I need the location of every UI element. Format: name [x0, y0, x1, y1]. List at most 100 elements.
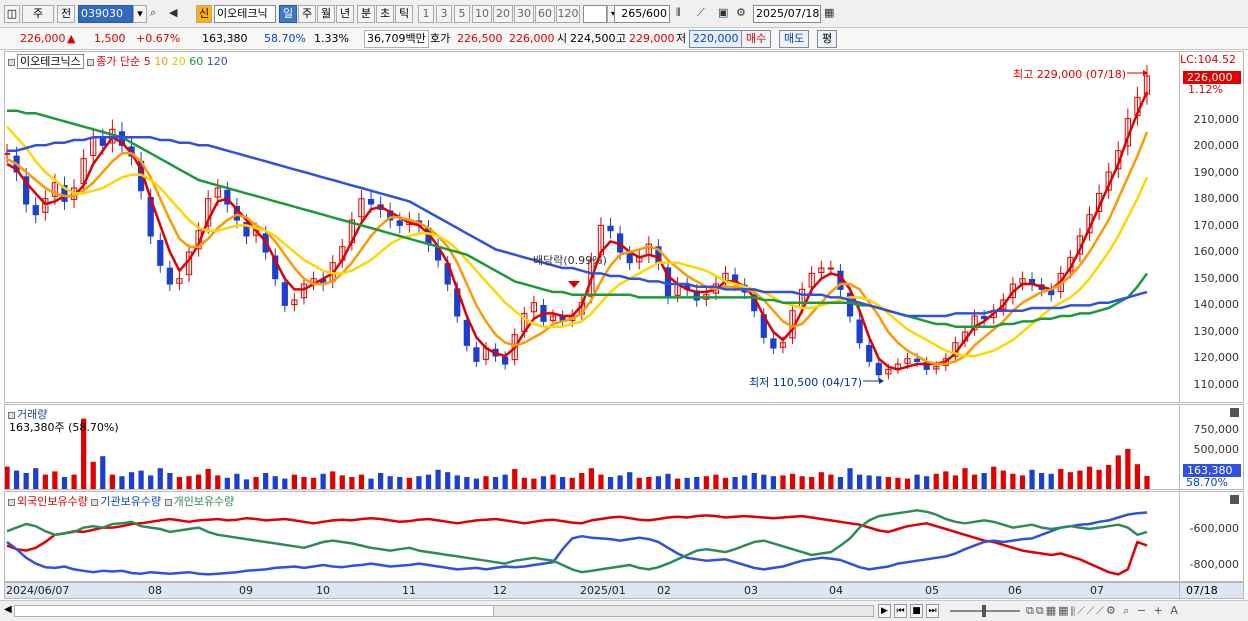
x-label: 10: [316, 584, 330, 597]
volume-bar: [627, 472, 633, 489]
volume-bar: [521, 477, 527, 489]
volume-current-pct: 58.70%: [1186, 476, 1228, 489]
tool-icons[interactable]: ⧉⧉▦▦⫴⟋⟋⟋⚙ ⌕ − + A: [1026, 604, 1180, 617]
candle-body: [51, 182, 59, 197]
count-field[interactable]: 265/600: [614, 5, 670, 23]
candle-body: [224, 189, 231, 205]
stop-icon[interactable]: ■: [910, 604, 923, 618]
horizontal-scrollbar[interactable]: [14, 605, 874, 617]
volume-bar: [914, 474, 920, 489]
interval-5[interactable]: 5: [454, 5, 470, 23]
price-chart-panel[interactable]: 이오테크닉스 종가 단순 5 10 20 60 120 최고 229,000 (…: [4, 51, 1180, 403]
market-select[interactable]: 주: [22, 5, 54, 23]
volume-bar: [655, 476, 662, 489]
legend-chip-icon[interactable]: [8, 498, 15, 506]
draw-icon[interactable]: ⟋: [697, 6, 705, 19]
interval-3[interactable]: 3: [436, 5, 452, 23]
chart-type-icon[interactable]: ◫: [4, 5, 20, 23]
buy-button[interactable]: 매수: [741, 30, 772, 48]
low-arrow-head: [879, 378, 884, 384]
volume-bar: [157, 468, 163, 489]
volume-bar: [176, 477, 183, 489]
open-label: 시: [557, 32, 568, 45]
volume-chart[interactable]: [5, 405, 1180, 490]
scroll-left-icon[interactable]: ◀: [4, 604, 12, 615]
candle-icon[interactable]: ⫴: [676, 6, 681, 19]
volume-bar: [847, 468, 853, 489]
interval-120[interactable]: 120: [556, 5, 580, 23]
legend-chip-icon[interactable]: [91, 498, 99, 506]
first-page-icon[interactable]: ⏮: [894, 604, 907, 618]
interval-input[interactable]: [583, 5, 607, 23]
low-price: 220,000: [689, 30, 743, 48]
ma60-line: [7, 109, 1149, 328]
interval-60[interactable]: 60: [535, 5, 555, 23]
search-icon[interactable]: ⌕: [150, 6, 157, 19]
period-year[interactable]: 년: [336, 5, 354, 23]
candle-body: [808, 272, 815, 288]
volume-bar: [502, 474, 508, 489]
speaker-icon[interactable]: ◀: [169, 6, 178, 19]
stock-code-input[interactable]: 039030: [78, 5, 133, 23]
holding-chart[interactable]: [5, 492, 1180, 582]
current-price-tag: 226,000: [1183, 71, 1241, 84]
volume: 163,380: [202, 32, 248, 45]
candle-body: [281, 282, 288, 306]
scroll-right-icon[interactable]: ▶: [878, 604, 891, 618]
period-tick[interactable]: 틱: [395, 5, 413, 23]
volume-bar: [694, 477, 700, 489]
period-day[interactable]: 일: [279, 5, 297, 23]
period-week[interactable]: 주: [298, 5, 316, 23]
interval-20[interactable]: 20: [493, 5, 513, 23]
period-month[interactable]: 월: [317, 5, 335, 23]
candle-body: [530, 302, 538, 313]
save-icon[interactable]: ▣: [718, 6, 729, 19]
date-field[interactable]: 2025/07/18: [753, 5, 821, 23]
code-dropdown-icon[interactable]: ▾: [133, 5, 147, 23]
volume-bar: [885, 477, 891, 489]
volume-bar: [5, 466, 10, 489]
candle-body: [779, 342, 787, 348]
low-annotation: 최저 110,500 (04/17): [749, 376, 863, 389]
last-page-icon[interactable]: ⏭: [926, 604, 939, 618]
calendar-icon[interactable]: ▦: [824, 6, 835, 19]
candle-body: [473, 347, 480, 362]
legend-chip-icon[interactable]: [8, 58, 15, 66]
candle-body: [885, 368, 892, 375]
volume-bar: [33, 468, 39, 489]
volume-panel[interactable]: 거래량 163,380주 (58.70%): [4, 404, 1180, 490]
volume-bar: [52, 471, 58, 489]
panel-close-icon[interactable]: [1230, 495, 1239, 504]
period-second[interactable]: 초: [376, 5, 394, 23]
volume-bar: [981, 473, 987, 489]
volume-bar: [1067, 472, 1073, 489]
price-chart[interactable]: [5, 52, 1180, 403]
interval-1[interactable]: 1: [418, 5, 434, 23]
legend-individual: 개인보유수량: [173, 495, 235, 508]
x-label: 11: [402, 584, 416, 597]
panel-close-icon[interactable]: [1230, 408, 1239, 417]
volume-bar: [866, 475, 872, 489]
prev-button[interactable]: 전: [57, 5, 75, 23]
holding-panel[interactable]: 외국인보유수량 기관보유수량 개인보유수량: [4, 491, 1180, 582]
legend-chip-icon[interactable]: [8, 411, 15, 419]
period-minute[interactable]: 분: [357, 5, 375, 23]
volume-bar: [464, 477, 470, 489]
interval-30[interactable]: 30: [514, 5, 534, 23]
legend-chip-icon[interactable]: [164, 498, 172, 506]
gear-icon[interactable]: ⚙: [736, 6, 746, 19]
volume-bar: [646, 477, 652, 489]
ask-price: 226,500: [457, 32, 503, 45]
sell-button[interactable]: 매도: [779, 30, 810, 48]
interval-10[interactable]: 10: [472, 5, 492, 23]
zoom-thumb[interactable]: [982, 605, 986, 617]
y-tick: 180,000: [1193, 192, 1240, 205]
volume-bar: [368, 478, 374, 489]
volume-bar: [933, 473, 939, 489]
volume-bar: [684, 477, 690, 489]
legend-chip-icon[interactable]: [87, 58, 95, 66]
scroll-thumb[interactable]: [493, 606, 873, 616]
eval-button[interactable]: 평: [817, 30, 838, 48]
candle-body: [770, 338, 777, 349]
volume-bar: [195, 474, 202, 489]
